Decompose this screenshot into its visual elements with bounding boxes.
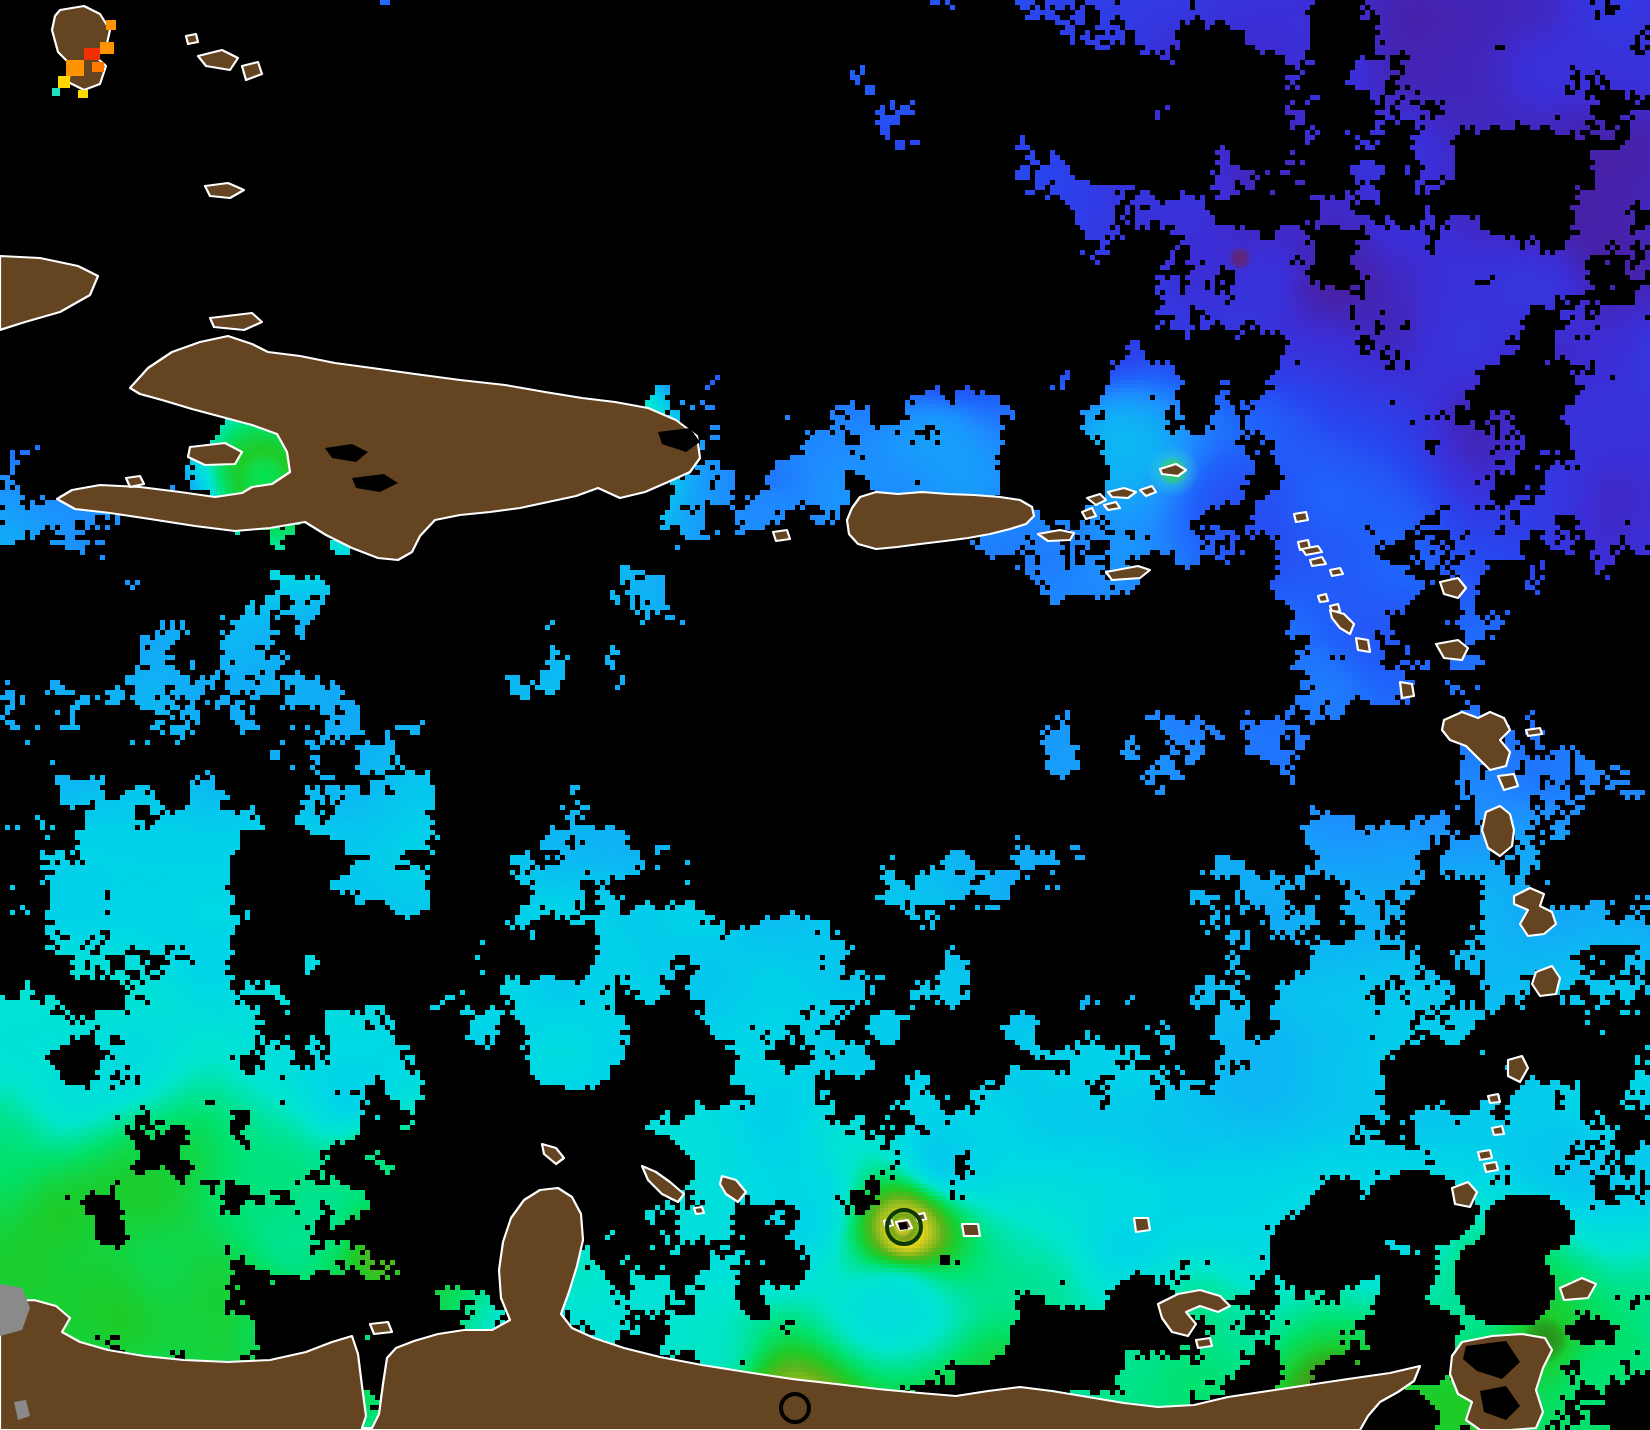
ocean-color-satellite-map — [0, 0, 1650, 1430]
ocean-color-map-canvas — [0, 0, 1650, 1430]
